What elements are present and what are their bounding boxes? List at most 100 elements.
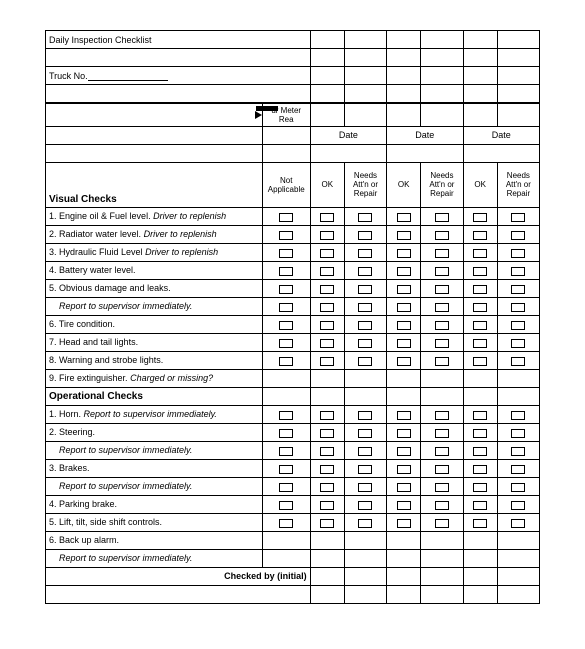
checkbox[interactable]	[358, 483, 372, 492]
checkbox[interactable]	[358, 249, 372, 258]
checkbox[interactable]	[473, 483, 487, 492]
truck-input[interactable]	[88, 71, 168, 81]
checkbox[interactable]	[320, 447, 334, 456]
checkbox[interactable]	[473, 231, 487, 240]
checkbox[interactable]	[397, 339, 411, 348]
checkbox[interactable]	[320, 267, 334, 276]
checkbox[interactable]	[435, 213, 449, 222]
checkbox[interactable]	[358, 231, 372, 240]
checkbox[interactable]	[358, 447, 372, 456]
checkbox[interactable]	[279, 411, 293, 420]
checkbox[interactable]	[511, 249, 525, 258]
checkbox[interactable]	[358, 321, 372, 330]
checkbox[interactable]	[320, 465, 334, 474]
checkbox[interactable]	[279, 447, 293, 456]
checkbox[interactable]	[473, 447, 487, 456]
checkbox[interactable]	[397, 267, 411, 276]
checkbox[interactable]	[435, 447, 449, 456]
checkbox[interactable]	[397, 501, 411, 510]
checkbox[interactable]	[473, 429, 487, 438]
checkbox[interactable]	[279, 231, 293, 240]
checkbox[interactable]	[435, 249, 449, 258]
checkbox[interactable]	[511, 519, 525, 528]
checkbox[interactable]	[435, 429, 449, 438]
checkbox[interactable]	[473, 321, 487, 330]
checkbox[interactable]	[511, 465, 525, 474]
checkbox[interactable]	[473, 411, 487, 420]
checkbox[interactable]	[320, 303, 334, 312]
checkbox[interactable]	[397, 285, 411, 294]
checkbox[interactable]	[511, 339, 525, 348]
checkbox[interactable]	[511, 321, 525, 330]
checkbox[interactable]	[320, 339, 334, 348]
checkbox[interactable]	[279, 285, 293, 294]
checkbox[interactable]	[435, 303, 449, 312]
checkbox[interactable]	[320, 411, 334, 420]
checkbox[interactable]	[473, 357, 487, 366]
checkbox[interactable]	[358, 303, 372, 312]
checkbox[interactable]	[320, 285, 334, 294]
checkbox[interactable]	[473, 339, 487, 348]
checkbox[interactable]	[473, 519, 487, 528]
checkbox[interactable]	[435, 321, 449, 330]
checkbox[interactable]	[358, 429, 372, 438]
checkbox[interactable]	[358, 339, 372, 348]
checkbox[interactable]	[320, 429, 334, 438]
checkbox[interactable]	[358, 267, 372, 276]
checkbox[interactable]	[511, 429, 525, 438]
checkbox[interactable]	[511, 303, 525, 312]
checkbox[interactable]	[320, 519, 334, 528]
checkbox[interactable]	[279, 465, 293, 474]
checkbox[interactable]	[511, 285, 525, 294]
checkbox[interactable]	[320, 357, 334, 366]
checkbox[interactable]	[320, 249, 334, 258]
checkbox[interactable]	[511, 213, 525, 222]
checkbox[interactable]	[511, 501, 525, 510]
checkbox[interactable]	[473, 267, 487, 276]
checkbox[interactable]	[358, 519, 372, 528]
checkbox[interactable]	[435, 411, 449, 420]
checkbox[interactable]	[320, 501, 334, 510]
checkbox[interactable]	[358, 213, 372, 222]
checkbox[interactable]	[511, 411, 525, 420]
checkbox[interactable]	[397, 249, 411, 258]
checkbox[interactable]	[473, 465, 487, 474]
checkbox[interactable]	[397, 213, 411, 222]
checkbox[interactable]	[397, 411, 411, 420]
checkbox[interactable]	[358, 357, 372, 366]
checkbox[interactable]	[473, 213, 487, 222]
checkbox[interactable]	[279, 339, 293, 348]
checkbox[interactable]	[473, 285, 487, 294]
checkbox[interactable]	[397, 303, 411, 312]
checkbox[interactable]	[279, 213, 293, 222]
checkbox[interactable]	[358, 501, 372, 510]
checkbox[interactable]	[435, 519, 449, 528]
checkbox[interactable]	[320, 321, 334, 330]
checkbox[interactable]	[397, 483, 411, 492]
checkbox[interactable]	[397, 429, 411, 438]
checkbox[interactable]	[320, 483, 334, 492]
checkbox[interactable]	[397, 231, 411, 240]
checkbox[interactable]	[511, 483, 525, 492]
checkbox[interactable]	[279, 501, 293, 510]
checkbox[interactable]	[279, 321, 293, 330]
checkbox[interactable]	[279, 249, 293, 258]
checkbox[interactable]	[358, 465, 372, 474]
checkbox[interactable]	[435, 285, 449, 294]
checkbox[interactable]	[397, 519, 411, 528]
checkbox[interactable]	[473, 303, 487, 312]
checkbox[interactable]	[435, 501, 449, 510]
checkbox[interactable]	[473, 501, 487, 510]
checkbox[interactable]	[435, 465, 449, 474]
checkbox[interactable]	[511, 357, 525, 366]
checkbox[interactable]	[279, 429, 293, 438]
checkbox[interactable]	[435, 231, 449, 240]
checkbox[interactable]	[279, 303, 293, 312]
checkbox[interactable]	[435, 339, 449, 348]
checkbox[interactable]	[279, 483, 293, 492]
checkbox[interactable]	[320, 231, 334, 240]
checkbox[interactable]	[511, 231, 525, 240]
checkbox[interactable]	[435, 267, 449, 276]
checkbox[interactable]	[279, 267, 293, 276]
checkbox[interactable]	[397, 465, 411, 474]
